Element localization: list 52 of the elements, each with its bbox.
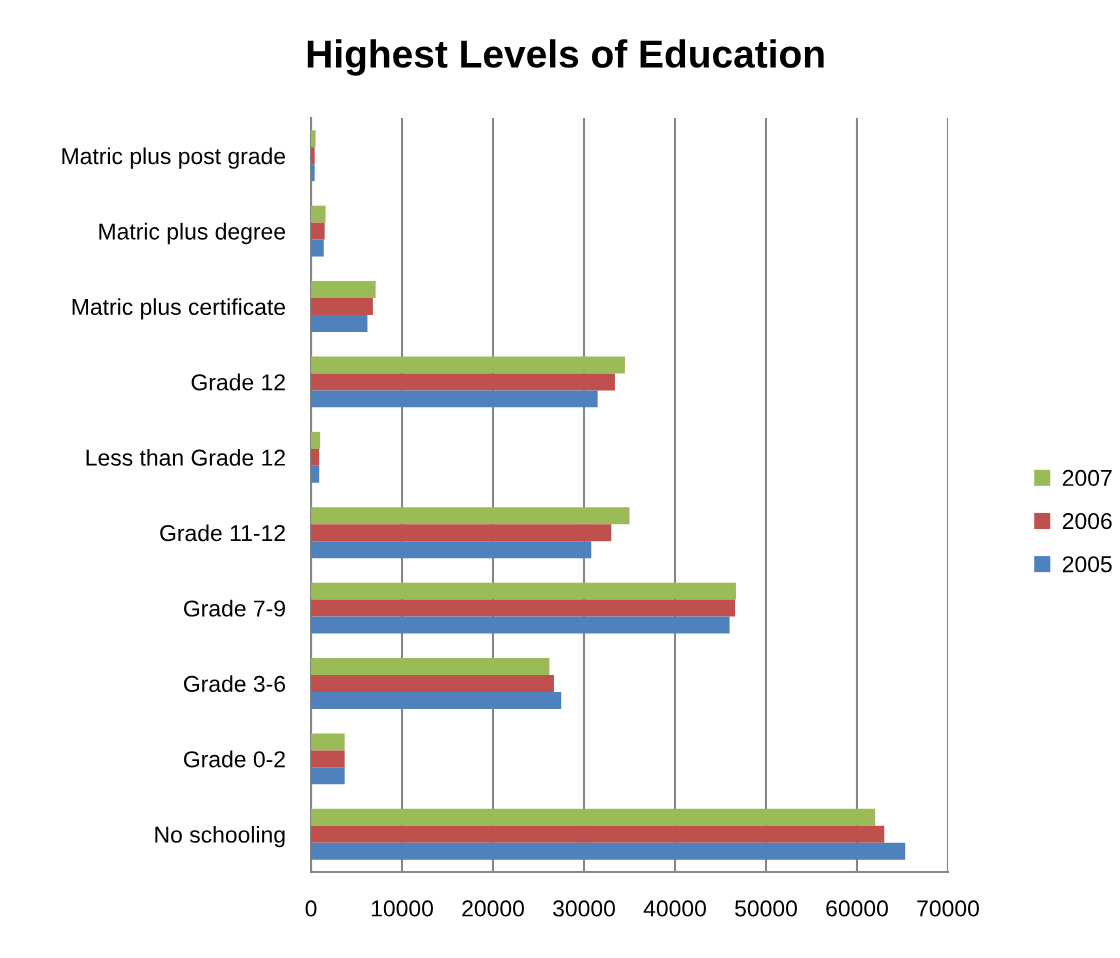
bar [311,281,376,299]
bar [311,222,325,240]
bar [311,431,321,449]
y-tick-label: Less than Grade 12 [86,449,285,466]
bar [311,658,550,675]
bar [311,239,324,257]
bar [311,825,885,843]
y-tick-label: Grade 11-12 [160,524,285,542]
legend-label: 2006 [1062,512,1112,530]
chart-title: Highest Levels of Education [307,39,824,76]
bar [311,164,315,182]
x-tick-label: 20000 [462,900,524,917]
y-tick-label: Grade 3-6 [184,675,286,693]
y-tick-label: Grade 0-2 [184,750,285,768]
legend-label: 2005 [1062,556,1112,573]
x-tick-label: 30000 [553,900,615,917]
bar [311,448,320,466]
bar [311,767,345,785]
x-tick-label: 10000 [371,900,433,917]
bar [311,842,906,860]
bar [311,733,345,751]
bar [311,130,316,148]
bar [311,524,612,542]
x-tick-label: 70000 [917,900,979,917]
y-tick-label: Grade 7-9 [184,599,285,617]
bar [311,541,592,559]
bar [311,205,326,223]
y-tick-label: Matric plus post grade [62,147,286,169]
bar [311,599,736,617]
bar [311,465,320,483]
bar [311,147,315,165]
y-tick-label: Matric plus certificate [72,298,286,320]
x-tick-label: 50000 [735,900,797,917]
x-tick-label: 40000 [643,900,706,917]
bar [311,750,345,768]
bar [311,675,554,692]
bar [311,691,562,709]
y-tick-label: No schooling [155,825,285,848]
bar [311,373,615,391]
x-tick-label: 60000 [826,900,888,917]
x-tick-label: 0 [305,900,317,917]
bar [311,298,373,315]
bar [311,356,625,374]
y-tick-label: Matric plus degree [99,222,286,245]
bar [311,616,730,634]
y-tick-label: Grade 12 [191,373,285,391]
bar [311,582,736,600]
bar [311,507,630,525]
bar [311,808,876,826]
bar [311,390,598,408]
bar [311,314,368,332]
legend-label: 2007 [1062,469,1112,487]
